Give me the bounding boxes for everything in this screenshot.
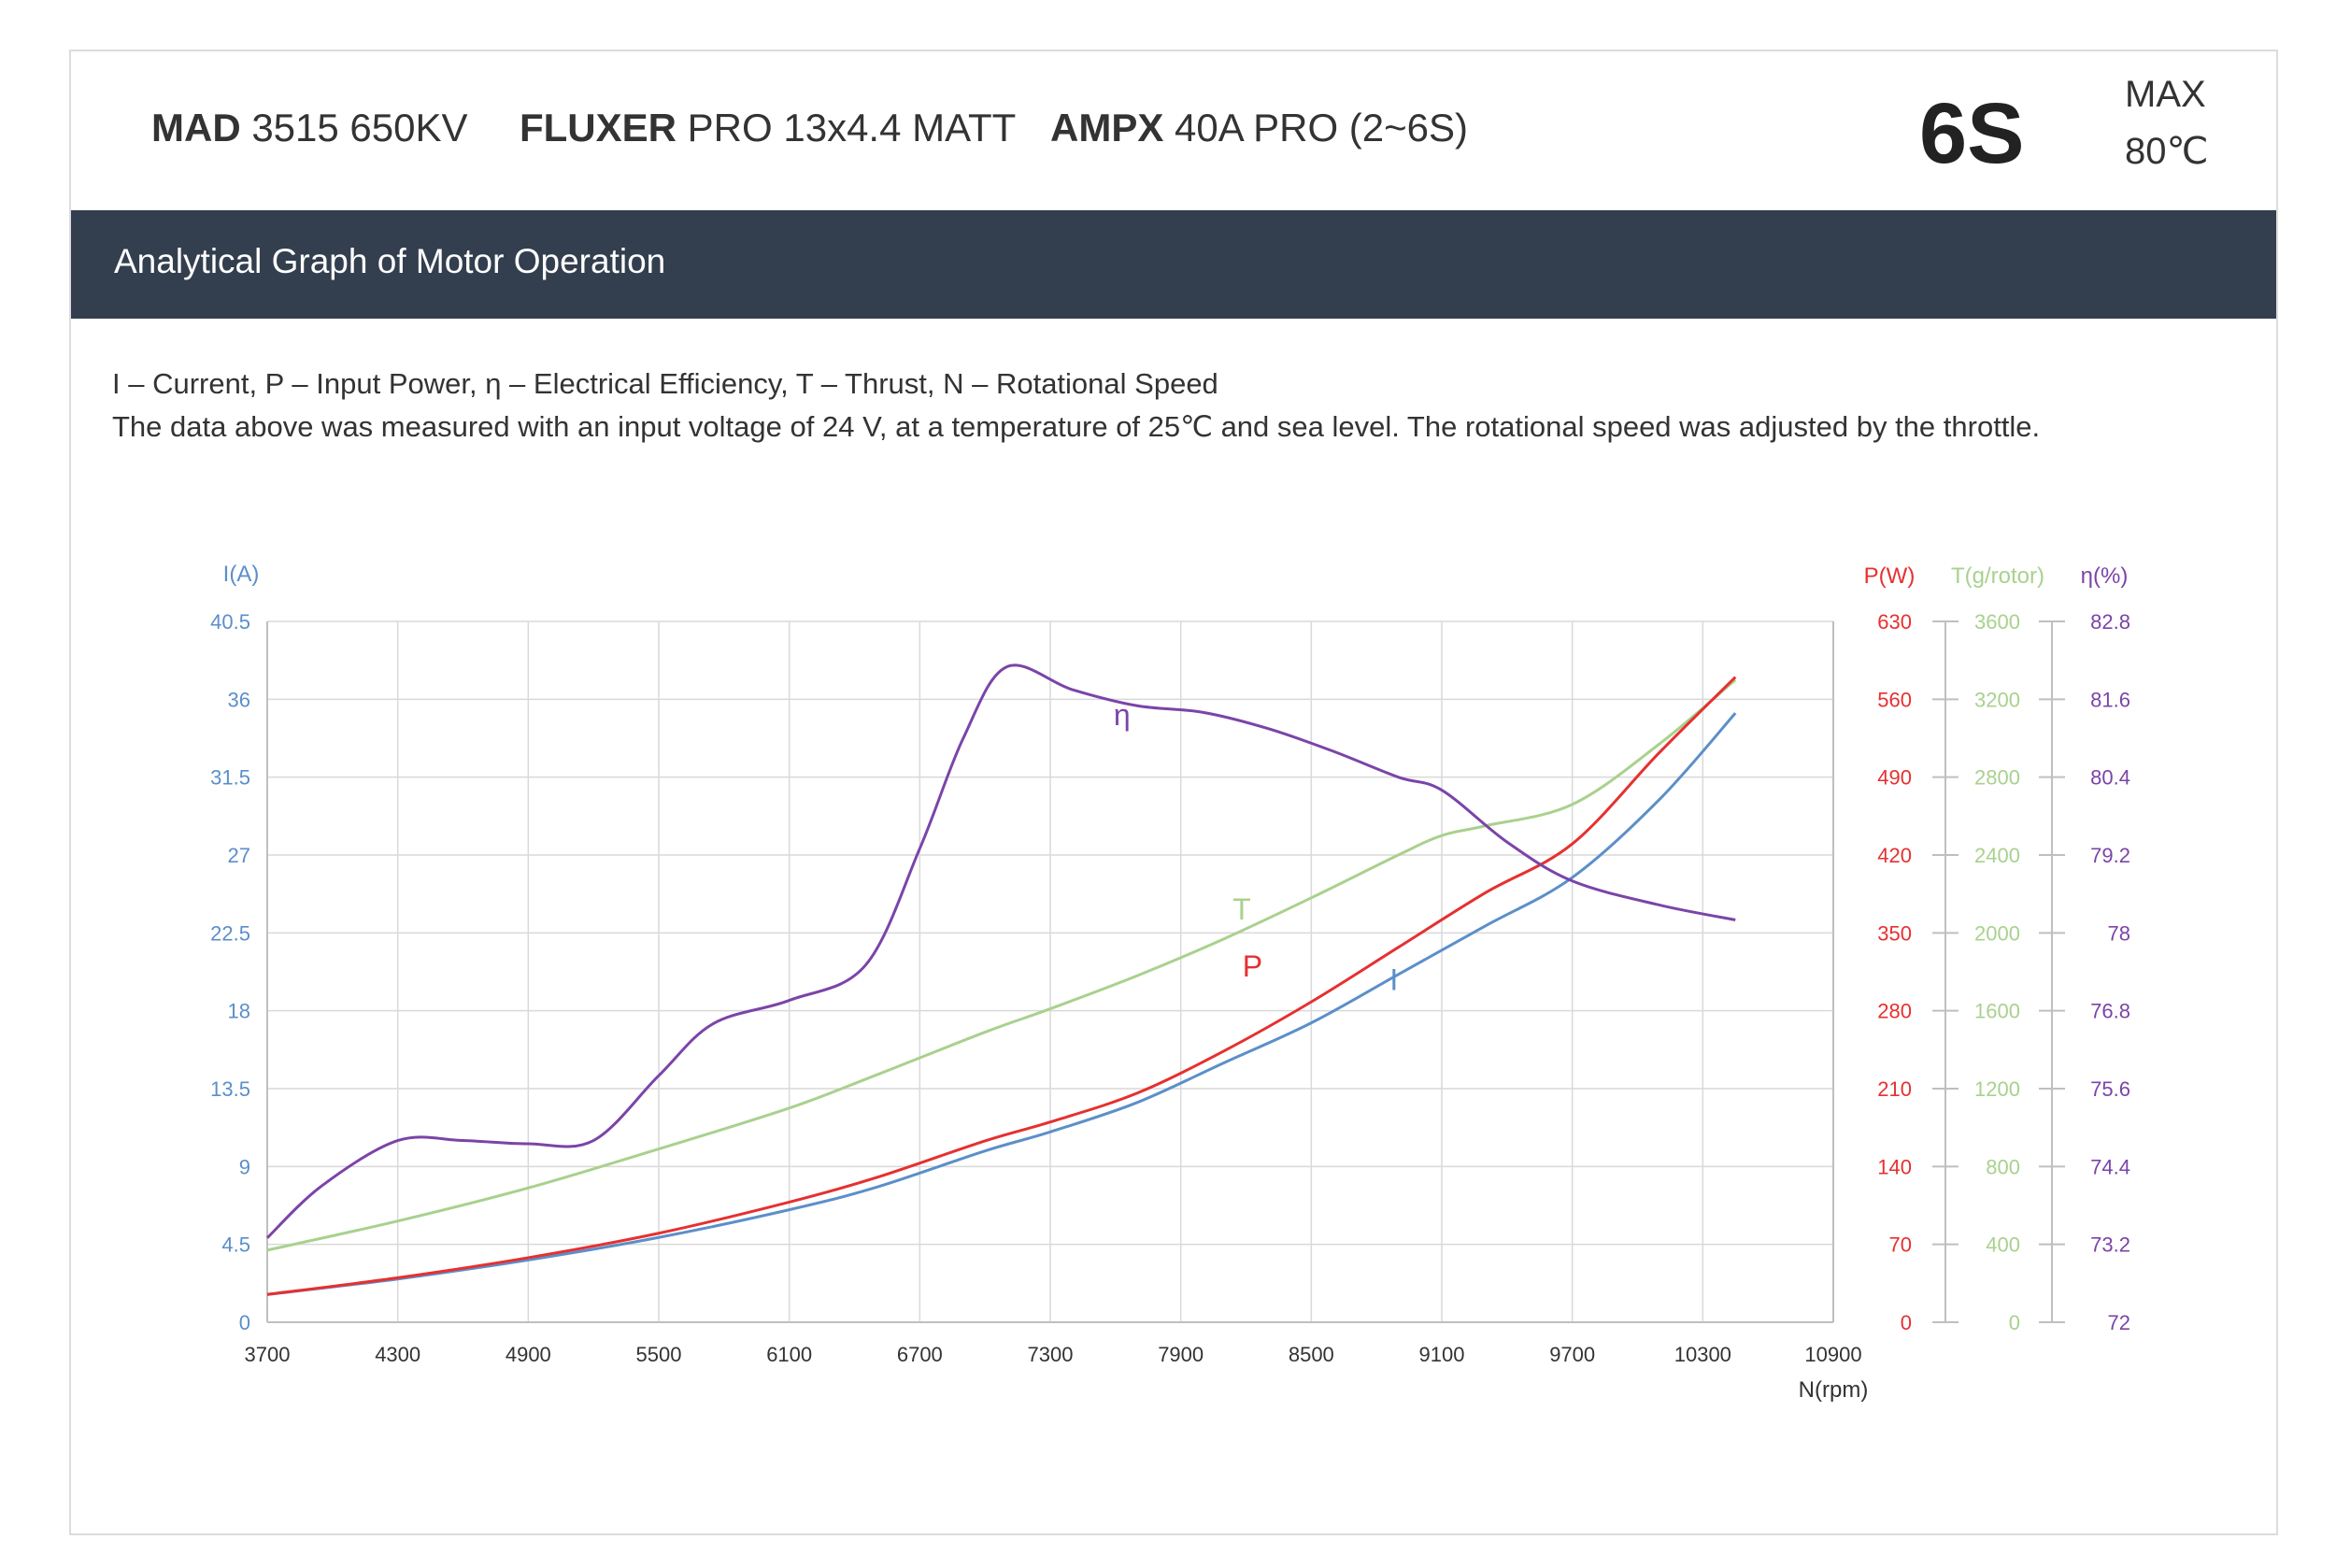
max-label: MAX bbox=[2125, 74, 2206, 115]
i-tick-label: 0 bbox=[239, 1311, 250, 1334]
header: MAD 3515 650KV FLUXER PRO 13x4.4 MATT AM… bbox=[71, 51, 2276, 210]
x-tick-label: 4900 bbox=[506, 1343, 551, 1366]
legend-text: I – Current, P – Input Power, η – Electr… bbox=[112, 367, 1218, 400]
p-tick-label: 70 bbox=[1889, 1233, 1912, 1257]
motor-brand: MAD bbox=[151, 106, 241, 150]
i-tick-label: 40.5 bbox=[210, 610, 250, 634]
t-tick-label: 800 bbox=[1986, 1155, 2020, 1178]
t-tick-label: 2400 bbox=[1974, 844, 2020, 867]
spec-card: MAD 3515 650KV FLUXER PRO 13x4.4 MATT AM… bbox=[69, 50, 2278, 1535]
p-tick-label: 280 bbox=[1877, 1000, 1912, 1023]
p-tick-label: 490 bbox=[1877, 766, 1912, 790]
x-tick-label: 4300 bbox=[375, 1343, 420, 1366]
eta-tick-label: 79.2 bbox=[2090, 844, 2130, 867]
p-axis-label: P(W) bbox=[1864, 563, 1916, 589]
i-axis-label: I(A) bbox=[223, 562, 260, 587]
x-tick-label: 6100 bbox=[766, 1343, 812, 1366]
t-axis-label: T(g/rotor) bbox=[1951, 563, 2044, 589]
eta-tick-label: 75.6 bbox=[2090, 1077, 2130, 1101]
series-line-i bbox=[266, 712, 1737, 1296]
p-tick-label: 560 bbox=[1877, 688, 1912, 711]
x-tick-label: 10300 bbox=[1674, 1343, 1731, 1366]
series-line-p bbox=[266, 676, 1737, 1296]
series-line-t bbox=[266, 678, 1737, 1252]
x-tick-label: 9100 bbox=[1419, 1343, 1465, 1366]
x-tick-label: 3700 bbox=[245, 1343, 291, 1366]
x-tick-label: 7300 bbox=[1028, 1343, 1074, 1366]
eta-tick-label: 78 bbox=[2108, 921, 2130, 945]
i-tick-label: 22.5 bbox=[210, 921, 250, 945]
propeller-brand: FLUXER bbox=[520, 106, 677, 150]
x-tick-label: 9700 bbox=[1549, 1343, 1595, 1366]
eta-tick-label: 80.4 bbox=[2090, 766, 2130, 790]
i-tick-label: 9 bbox=[239, 1155, 250, 1178]
esc-model: 40A PRO (2~6S) bbox=[1175, 106, 1469, 150]
max-temperature: 80℃ bbox=[2125, 131, 2209, 172]
x-axis-label: N(rpm) bbox=[1799, 1377, 1869, 1403]
t-tick-label: 0 bbox=[2009, 1311, 2020, 1334]
motor-product: MAD 3515 650KV bbox=[151, 106, 468, 150]
p-tick-label: 630 bbox=[1877, 610, 1912, 634]
i-tick-label: 27 bbox=[228, 844, 250, 867]
propeller-product: FLUXER PRO 13x4.4 MATT bbox=[520, 106, 1016, 150]
p-tick-label: 350 bbox=[1877, 921, 1912, 945]
p-tick-label: 0 bbox=[1901, 1311, 1912, 1334]
x-tick-label: 7900 bbox=[1158, 1343, 1204, 1366]
x-tick-label: 8500 bbox=[1289, 1343, 1334, 1366]
eta-tick-label: 73.2 bbox=[2090, 1233, 2130, 1257]
t-tick-label: 2000 bbox=[1974, 921, 2020, 945]
eta-tick-label: 81.6 bbox=[2090, 688, 2130, 711]
t-tick-label: 3600 bbox=[1974, 610, 2020, 634]
eta-tick-label: 82.8 bbox=[2090, 610, 2130, 634]
t-tick-label: 3200 bbox=[1974, 688, 2020, 711]
section-band: Analytical Graph of Motor Operation bbox=[71, 210, 2276, 319]
x-tick-label: 5500 bbox=[636, 1343, 682, 1366]
propeller-model: PRO 13x4.4 MATT bbox=[687, 106, 1017, 150]
i-tick-label: 18 bbox=[228, 1000, 250, 1023]
esc-product: AMPX 40A PRO (2~6S) bbox=[1050, 106, 1468, 150]
t-tick-label: 1600 bbox=[1974, 1000, 2020, 1023]
section-title: Analytical Graph of Motor Operation bbox=[114, 242, 666, 280]
series-label-eta: η bbox=[1114, 698, 1131, 732]
i-tick-label: 36 bbox=[228, 688, 250, 711]
series-label-i: I bbox=[1389, 962, 1398, 996]
eta-tick-label: 74.4 bbox=[2090, 1155, 2130, 1178]
p-tick-label: 420 bbox=[1877, 844, 1912, 867]
eta-tick-label: 76.8 bbox=[2090, 1000, 2130, 1023]
motor-model: 3515 650KV bbox=[251, 106, 468, 150]
p-tick-label: 210 bbox=[1877, 1077, 1912, 1101]
i-tick-label: 4.5 bbox=[221, 1233, 250, 1257]
x-tick-label: 10900 bbox=[1804, 1343, 1861, 1366]
t-tick-label: 1200 bbox=[1974, 1077, 2020, 1101]
series-label-t: T bbox=[1232, 892, 1251, 926]
series-line-eta bbox=[265, 663, 1736, 1239]
p-tick-label: 140 bbox=[1877, 1155, 1912, 1178]
i-tick-label: 13.5 bbox=[210, 1077, 250, 1101]
i-tick-label: 31.5 bbox=[210, 766, 250, 790]
cell-count: 6S bbox=[1919, 86, 2025, 181]
t-tick-label: 400 bbox=[1986, 1233, 2020, 1257]
eta-tick-label: 72 bbox=[2108, 1311, 2130, 1334]
eta-axis-label: η(%) bbox=[2081, 563, 2129, 589]
note-text: The data above was measured with an inpu… bbox=[112, 410, 2041, 443]
x-tick-label: 6700 bbox=[897, 1343, 943, 1366]
esc-brand: AMPX bbox=[1050, 106, 1164, 150]
t-tick-label: 2800 bbox=[1974, 766, 2020, 790]
series-label-p: P bbox=[1243, 949, 1262, 983]
